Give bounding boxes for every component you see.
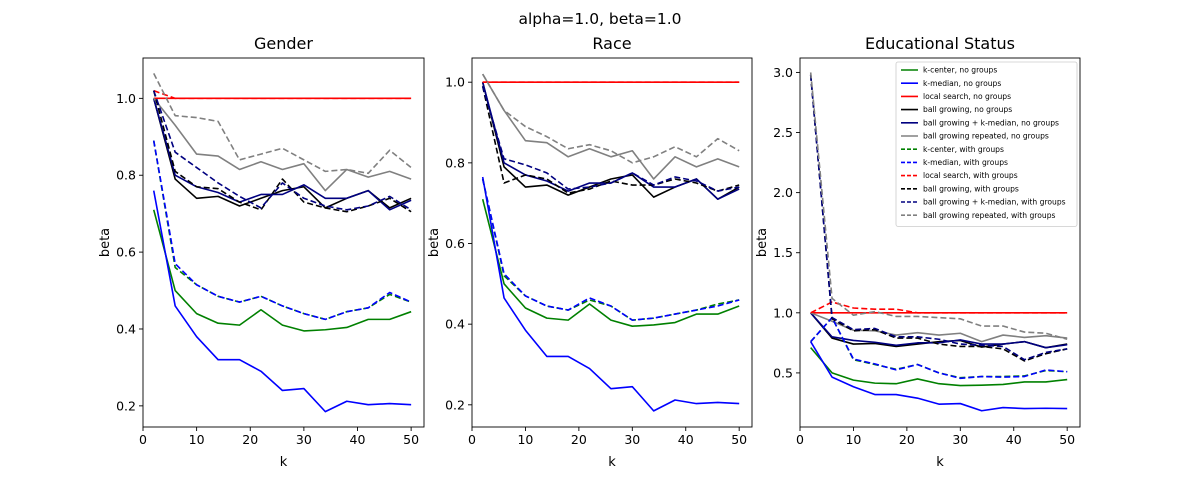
figure-suptitle: alpha=1.0, beta=1.0 <box>518 10 681 28</box>
series-line-5 <box>810 312 1068 349</box>
series-line-10 <box>481 86 740 194</box>
panel-title: Race <box>592 34 631 53</box>
series-line-10 <box>809 74 1068 362</box>
y-axis-label: beta <box>98 228 113 257</box>
series-line-12 <box>482 73 740 164</box>
y-tick-label: 1.0 <box>116 91 136 106</box>
series-line-6 <box>810 312 1068 343</box>
x-tick-label: 20 <box>899 432 915 447</box>
series-line-4 <box>152 98 412 209</box>
axes-frame <box>799 57 1081 428</box>
legend-label: local search, with groups <box>923 171 1018 180</box>
series-line-1 <box>810 347 1068 387</box>
series-line-5 <box>481 81 740 200</box>
legend-label: ball growing repeated, no groups <box>923 132 1049 141</box>
series-line-12 <box>809 72 1068 341</box>
x-tick-label: 40 <box>350 432 366 447</box>
axes-frame <box>142 57 425 428</box>
series-line-6 <box>153 97 412 192</box>
axes-frame <box>471 57 753 428</box>
x-tick-label: 0 <box>468 432 476 447</box>
y-tick-label: 0.2 <box>445 397 465 412</box>
legend-label: ball growing + k-median, no groups <box>923 118 1059 127</box>
legend-label: local search, no groups <box>923 92 1011 101</box>
legend-label: k-center, with groups <box>923 145 1004 154</box>
series-line-9 <box>810 301 1068 314</box>
x-tick-label: 10 <box>845 432 861 447</box>
x-tick-label: 0 <box>139 432 147 447</box>
series-line-12 <box>153 73 412 175</box>
y-tick-label: 0.8 <box>116 168 136 183</box>
chart-panel-2: 0 10 20 30 40 50 0.2 0.4 0.6 0.8 1.0 Race k beta <box>427 34 753 470</box>
y-tick-label: 2.0 <box>773 185 793 200</box>
chart-panel-1: 0 10 20 30 40 50 0.2 0.4 0.6 0.8 1.0 Gender k beta <box>98 34 425 470</box>
series-line-11 <box>152 90 412 211</box>
series-line-11 <box>481 86 740 192</box>
x-tick-label: 20 <box>571 432 587 447</box>
series-line-10 <box>152 90 412 213</box>
y-tick-label: 1.0 <box>445 75 465 90</box>
series-line-7 <box>152 140 412 321</box>
series-line-4 <box>481 82 740 200</box>
x-tick-label: 0 <box>796 432 804 447</box>
x-axis-label: k <box>936 455 944 470</box>
series-line-1 <box>152 209 412 332</box>
x-tick-label: 50 <box>403 432 419 447</box>
y-tick-label: 2.5 <box>773 125 793 140</box>
x-tick-label: 20 <box>242 432 258 447</box>
y-tick-label: 0.5 <box>773 365 793 380</box>
series-line-11 <box>809 74 1068 361</box>
panel-title: Educational Status <box>865 34 1015 53</box>
legend: k-center, no groups k-median, no groups lo… <box>895 61 1078 227</box>
legend-label: ball growing + k-median, with groups <box>923 198 1066 207</box>
series-line-2 <box>481 176 740 412</box>
panel-title: Gender <box>254 34 313 53</box>
series-line-8 <box>481 178 740 321</box>
series-line-7 <box>481 178 740 321</box>
x-tick-label: 50 <box>1059 432 1075 447</box>
y-tick-label: 0.6 <box>116 245 136 260</box>
y-axis-label: beta <box>755 228 770 257</box>
y-tick-label: 1.5 <box>773 245 793 260</box>
x-tick-label: 30 <box>296 432 312 447</box>
x-axis-label: k <box>608 455 616 470</box>
y-tick-label: 3.0 <box>773 65 793 80</box>
legend-box <box>895 61 1078 227</box>
series-line-9 <box>153 89 412 100</box>
panels: 0 10 20 30 40 50 0.2 0.4 0.6 0.8 1.0 Gender k beta 0 10… <box>98 34 1081 470</box>
y-tick-label: 1.0 <box>773 305 793 320</box>
legend-label: k-center, no groups <box>923 66 997 75</box>
y-tick-label: 0.4 <box>445 317 465 332</box>
x-tick-label: 30 <box>952 432 968 447</box>
x-tick-label: 30 <box>624 432 640 447</box>
y-tick-label: 0.2 <box>116 398 136 413</box>
chart-panel-3: 0 10 20 30 40 50 0.5 1.0 1.5 2.0 2.5 3.0 Educational… <box>755 34 1081 470</box>
legend-label: ball growing repeated, with groups <box>923 211 1056 220</box>
x-tick-label: 50 <box>731 432 747 447</box>
y-tick-label: 0.8 <box>445 155 465 170</box>
x-axis-label: k <box>280 455 288 470</box>
series-line-8 <box>152 140 412 321</box>
y-tick-label: 0.4 <box>116 321 136 336</box>
series-line-6 <box>482 73 740 180</box>
legend-label: k-median, with groups <box>923 158 1008 167</box>
x-tick-label: 40 <box>1006 432 1022 447</box>
legend-label: ball growing, no groups <box>923 105 1012 114</box>
legend-label: k-median, no groups <box>923 79 1001 88</box>
x-tick-label: 10 <box>189 432 205 447</box>
x-tick-label: 40 <box>678 432 694 447</box>
series-line-8 <box>810 316 1068 380</box>
x-tick-label: 10 <box>517 432 533 447</box>
legend-label: ball growing, with groups <box>923 184 1019 193</box>
y-axis-label: beta <box>427 228 442 257</box>
series-line-1 <box>481 198 740 327</box>
series-line-2 <box>152 190 412 413</box>
y-tick-label: 0.6 <box>445 236 465 251</box>
series-line-2 <box>810 341 1068 412</box>
